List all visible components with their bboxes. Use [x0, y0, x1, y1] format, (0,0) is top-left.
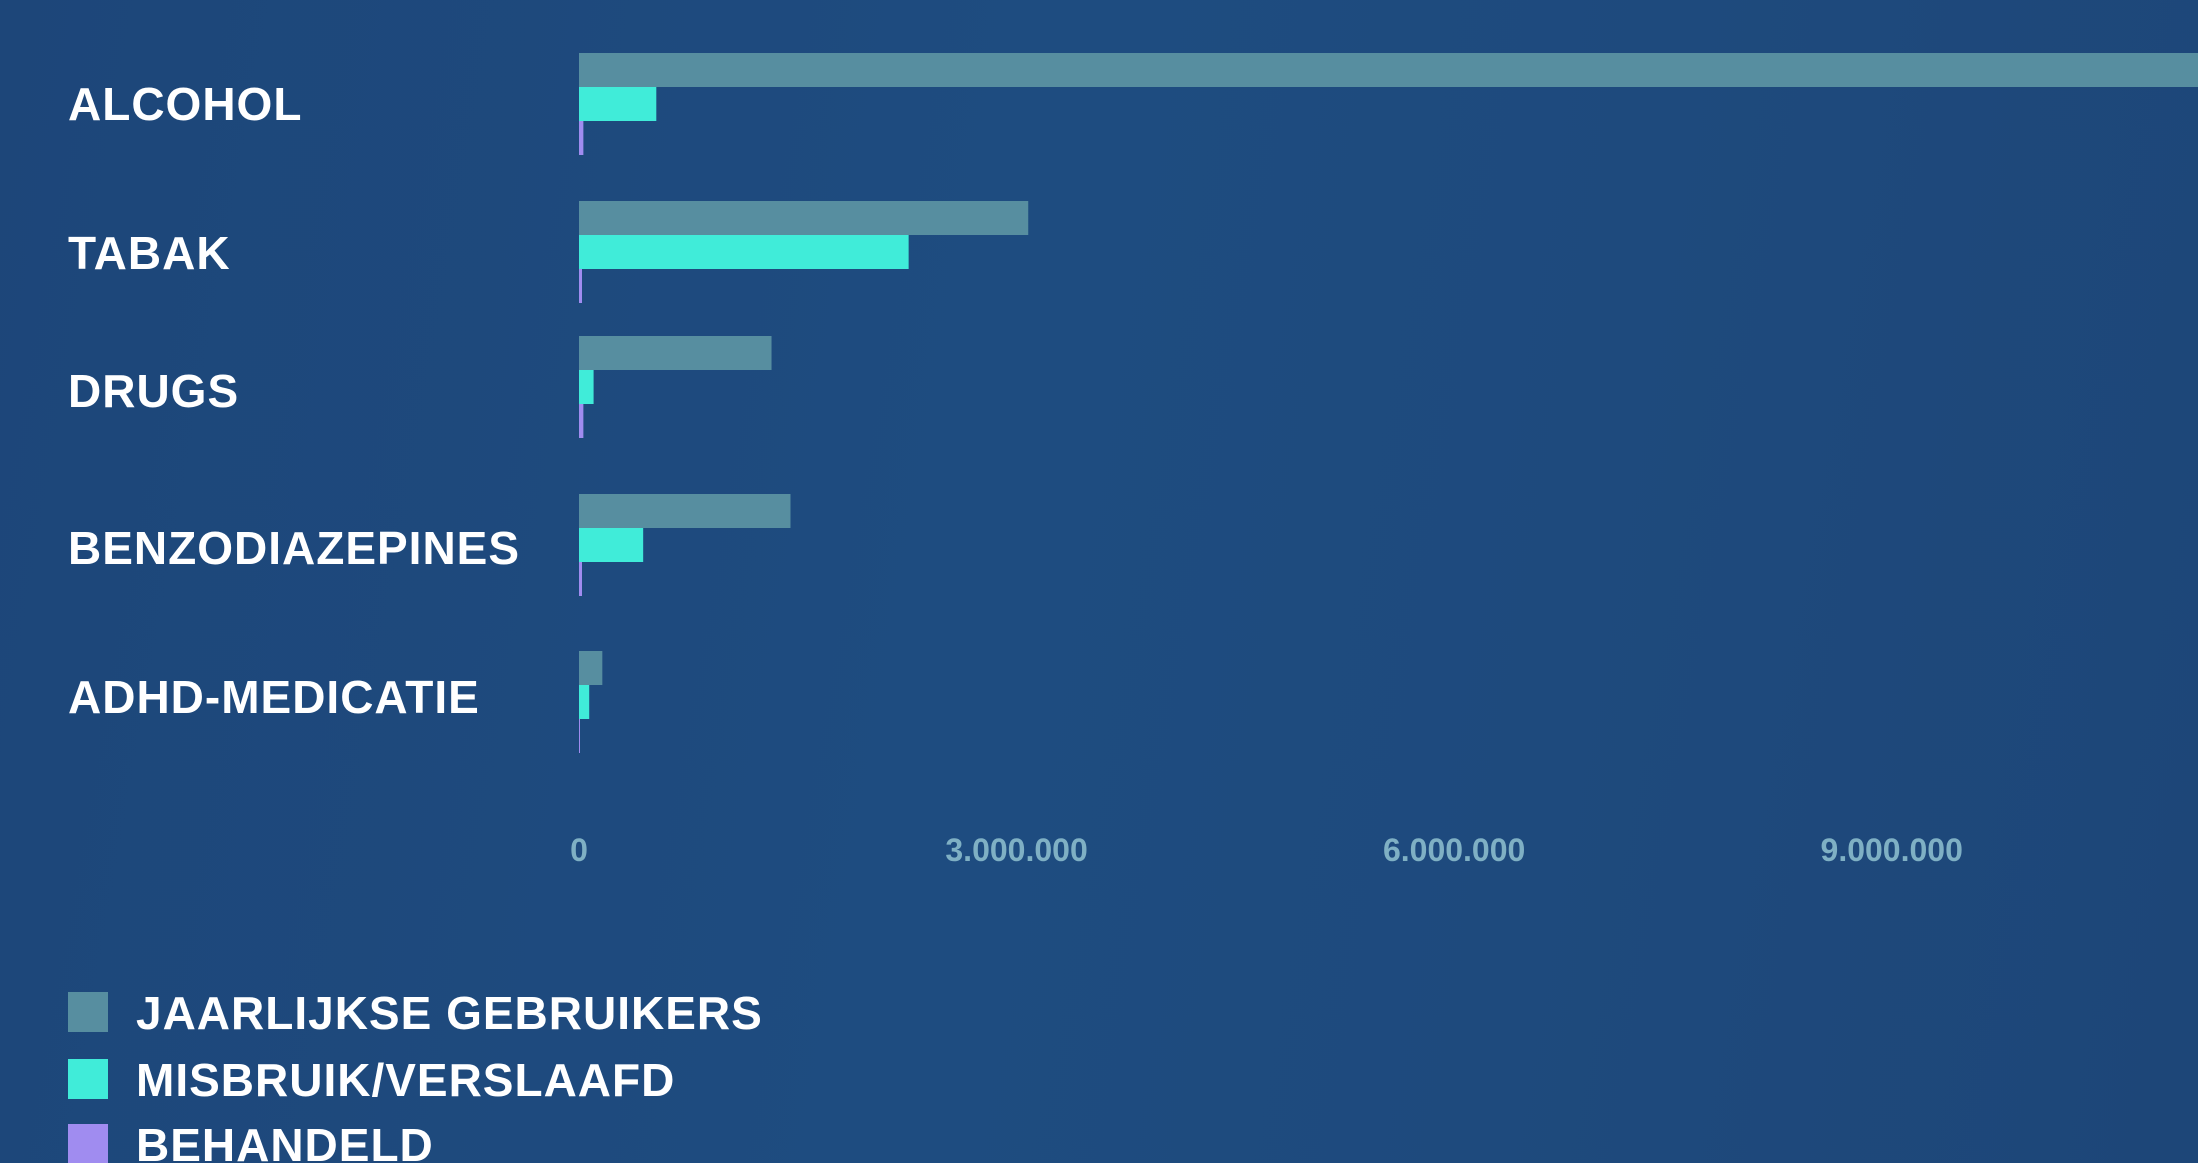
category-label-adhd-medicatie: ADHD-MEDICATIE: [68, 671, 480, 723]
x-tick-label: 3.000.000: [945, 832, 1087, 868]
legend-label-behandeld: BEHANDELD: [136, 1119, 434, 1163]
x-tick-label: 0: [570, 832, 588, 868]
x-tick-label: 9.000.000: [1821, 832, 1963, 868]
bar-tabak-jaarlijkse-gebruikers: [579, 201, 1029, 235]
legend-label-misbruik-verslaafd: MISBRUIK/VERSLAAFD: [136, 1054, 675, 1106]
category-labels: ALCOHOL TABAK DRUGS BENZODIAZEPINES ADHD-MED…: [68, 78, 520, 723]
legend-item-misbruik-verslaafd: MISBRUIK/VERSLAAFD: [68, 1054, 675, 1106]
legend-swatch-misbruik-verslaafd: [68, 1059, 108, 1099]
bar-alcohol-behandeld: [579, 121, 584, 155]
bar-benzodiazepines-misbruik-verslaafd: [579, 528, 644, 562]
legend-swatch-jaarlijkse-gebruikers: [68, 992, 108, 1032]
bar-drugs-misbruik-verslaafd: [579, 370, 594, 404]
category-label-benzodiazepines: BENZODIAZEPINES: [68, 522, 520, 574]
bar-adhd-medicatie-jaarlijkse-gebruikers: [579, 651, 603, 685]
legend-label-jaarlijkse-gebruikers: JAARLIJKSE GEBRUIKERS: [136, 987, 763, 1039]
bar-benzodiazepines-behandeld: [579, 562, 582, 596]
category-label-drugs: DRUGS: [68, 365, 239, 417]
bar-alcohol-jaarlijkse-gebruikers: [579, 53, 2198, 87]
legend-item-jaarlijkse-gebruikers: JAARLIJKSE GEBRUIKERS: [68, 987, 763, 1039]
bar-tabak-behandeld: [579, 269, 582, 303]
bar-drugs-jaarlijkse-gebruikers: [579, 336, 772, 370]
bars: [579, 53, 2198, 753]
legend-swatch-behandeld: [68, 1124, 108, 1163]
bar-adhd-medicatie-misbruik-verslaafd: [579, 685, 590, 719]
bar-drugs-behandeld: [579, 404, 584, 438]
bar-adhd-medicatie-behandeld: [579, 719, 580, 753]
category-label-tabak: TABAK: [68, 227, 231, 279]
bar-alcohol-misbruik-verslaafd: [579, 87, 657, 121]
legend-item-behandeld: BEHANDELD: [68, 1119, 434, 1163]
category-label-alcohol: ALCOHOL: [68, 78, 302, 130]
x-tick-label: 6.000.000: [1383, 832, 1525, 868]
bar-tabak-misbruik-verslaafd: [579, 235, 909, 269]
bar-benzodiazepines-jaarlijkse-gebruikers: [579, 494, 791, 528]
x-axis-ticks: 0 3.000.000 6.000.000 9.000.000: [570, 832, 1963, 868]
legend: JAARLIJKSE GEBRUIKERS MISBRUIK/VERSLAAFD B…: [68, 987, 763, 1163]
